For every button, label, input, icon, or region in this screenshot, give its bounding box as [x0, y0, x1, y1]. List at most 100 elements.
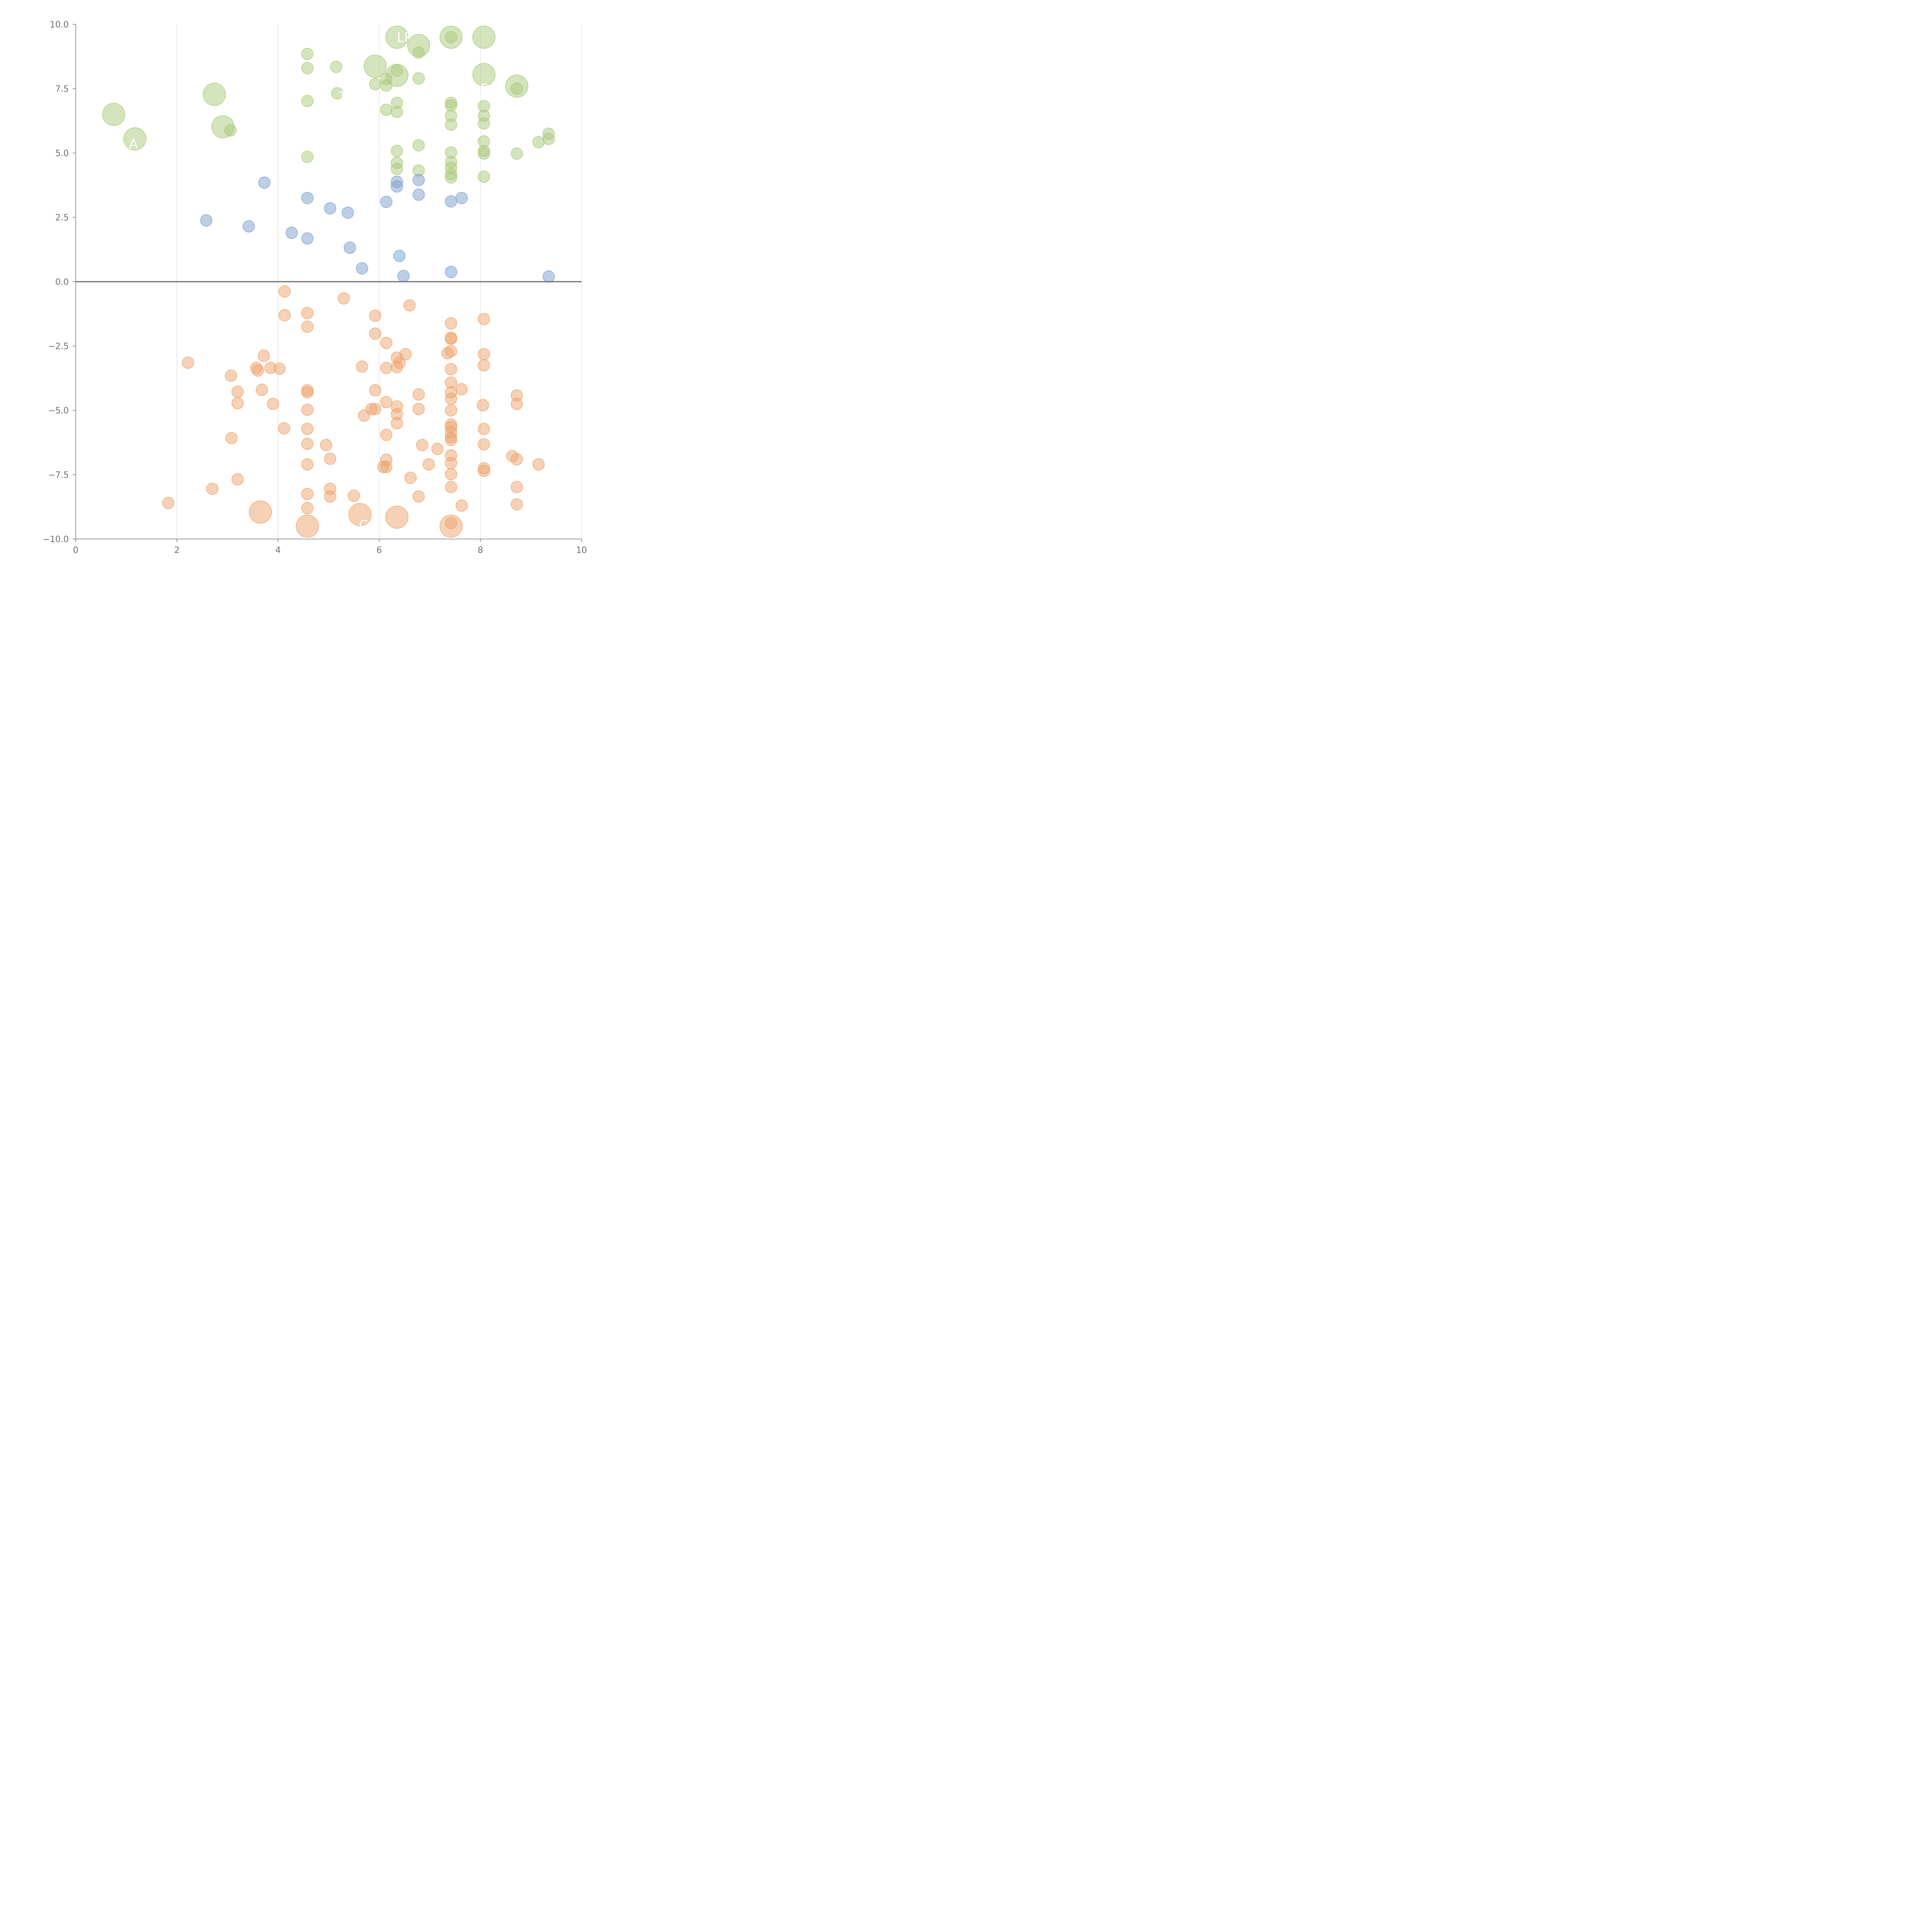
y-tick-label: −7.5	[48, 471, 69, 480]
data-point	[391, 180, 403, 193]
data-point	[380, 337, 393, 349]
data-point	[324, 452, 337, 465]
data-point	[225, 432, 238, 444]
point-label: LP	[397, 30, 412, 45]
data-point	[338, 292, 350, 305]
data-points	[102, 26, 555, 538]
y-tick-label: 0.0	[55, 277, 69, 287]
data-point	[301, 488, 314, 500]
data-point	[445, 333, 457, 345]
data-point	[412, 139, 425, 151]
point-labels: LP R T A C	[129, 30, 489, 533]
data-point	[231, 397, 244, 410]
x-tick-label: 6	[376, 546, 382, 555]
data-point	[412, 46, 425, 59]
data-point	[231, 473, 244, 486]
data-point	[456, 192, 468, 204]
data-point	[412, 490, 425, 503]
data-point	[301, 48, 314, 60]
data-point	[510, 481, 523, 493]
data-point	[472, 63, 496, 86]
data-point	[258, 350, 270, 362]
data-point	[478, 117, 490, 130]
data-point	[224, 124, 237, 137]
data-point	[445, 265, 457, 278]
data-point	[369, 384, 381, 396]
data-point	[532, 136, 545, 148]
data-point	[478, 438, 490, 451]
data-point	[301, 320, 314, 333]
data-point	[445, 31, 457, 44]
data-point	[301, 437, 314, 450]
y-tick-label: 10.0	[50, 20, 69, 30]
point-label: R	[480, 82, 490, 97]
data-point	[412, 174, 425, 186]
data-point	[331, 87, 344, 100]
x-tick-label: 8	[478, 546, 483, 555]
data-point	[445, 363, 457, 376]
data-point	[510, 82, 523, 95]
data-point	[301, 423, 314, 435]
data-point	[273, 362, 286, 375]
data-point	[369, 403, 381, 415]
data-point	[286, 226, 298, 239]
data-point	[301, 458, 314, 471]
point-label: C	[359, 517, 368, 533]
data-point	[278, 285, 291, 298]
data-point	[403, 299, 416, 312]
x-tick-label: 0	[73, 546, 78, 555]
data-point	[422, 458, 435, 471]
data-point	[301, 386, 314, 399]
data-point	[380, 429, 393, 441]
point-label: T	[338, 89, 347, 104]
data-point	[267, 398, 279, 410]
data-point	[348, 490, 360, 502]
bubble-chart: LP R T A C 0 2 4 6 8 10 10.0 7.5 5.0 2.5 0.0 −2.5 −5.0 −7…	[43, 20, 587, 555]
data-point	[412, 403, 425, 415]
y-tick-label: −5.0	[48, 406, 69, 416]
data-point	[249, 500, 272, 524]
data-point	[510, 498, 523, 510]
data-point	[439, 514, 463, 538]
data-point	[445, 404, 457, 417]
data-point	[397, 270, 410, 282]
data-point	[391, 417, 403, 430]
y-tick-label: −2.5	[48, 342, 69, 352]
data-point	[476, 399, 489, 412]
data-point	[242, 220, 255, 233]
data-point	[543, 133, 555, 145]
data-point	[324, 490, 337, 503]
data-point	[445, 171, 457, 184]
data-point	[344, 242, 356, 254]
data-point	[391, 145, 403, 157]
data-point	[225, 369, 237, 382]
data-point	[200, 214, 213, 227]
data-point	[445, 457, 457, 469]
point-label: A	[129, 137, 138, 152]
data-point	[412, 388, 425, 401]
data-point	[356, 361, 368, 373]
data-point	[510, 147, 523, 160]
y-tick-label: 5.0	[55, 149, 69, 158]
data-point	[478, 423, 490, 435]
data-point	[445, 345, 457, 357]
data-point	[412, 72, 425, 85]
data-point	[296, 514, 319, 538]
data-point	[472, 26, 496, 49]
data-point	[445, 481, 457, 493]
data-point	[182, 357, 194, 369]
data-point	[380, 196, 393, 208]
data-point	[445, 434, 457, 446]
data-point	[301, 403, 314, 416]
data-point	[162, 497, 175, 509]
data-point	[330, 61, 342, 73]
data-point	[393, 357, 406, 369]
data-point	[342, 206, 354, 219]
data-point	[206, 483, 219, 495]
data-point	[301, 502, 314, 514]
data-point	[123, 127, 146, 151]
data-point	[369, 78, 381, 90]
data-point	[320, 439, 332, 451]
data-point	[102, 103, 125, 126]
y-tick-label: 7.5	[55, 85, 69, 94]
